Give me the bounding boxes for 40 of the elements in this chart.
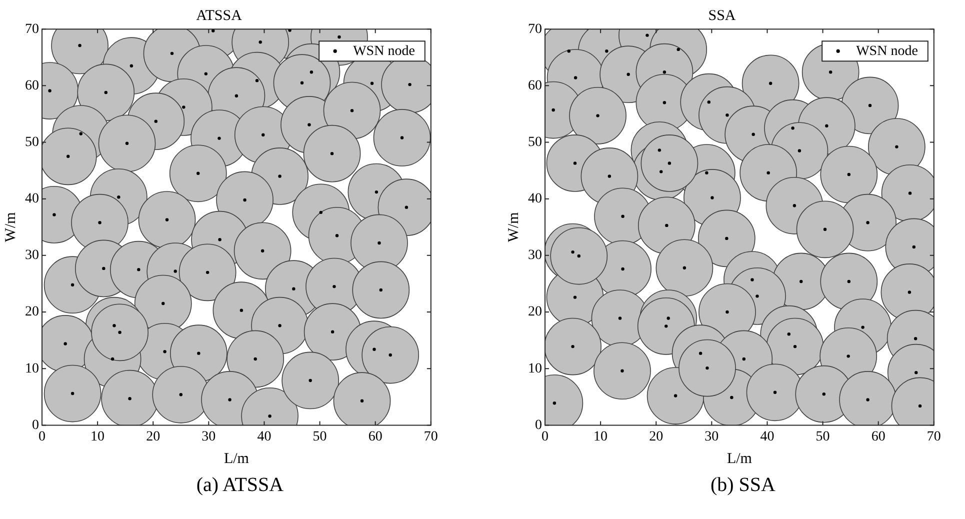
y-tick-label: 60 xyxy=(25,78,39,94)
x-tick-label: 10 xyxy=(594,429,608,444)
y-tick-label: 20 xyxy=(25,304,39,320)
y-tick-label: 70 xyxy=(528,22,542,37)
y-tick-label: 30 xyxy=(25,248,39,264)
x-tick-label: 10 xyxy=(90,429,105,444)
text: (b) SSA xyxy=(709,474,776,497)
legend-label: WSN node xyxy=(353,44,415,59)
y-axis-title: W/m xyxy=(506,212,522,242)
x-tick-label: 20 xyxy=(649,429,664,444)
y-tick-label: 50 xyxy=(528,134,542,150)
y-tick-label: 0 xyxy=(535,418,542,433)
x-tick-label: 40 xyxy=(257,429,272,444)
y-tick-label: 40 xyxy=(25,192,39,207)
x-tick-label: 50 xyxy=(312,429,327,444)
chart-title: SSA xyxy=(708,8,736,24)
x-tick-label: 70 xyxy=(926,429,941,444)
x-tick-label: 40 xyxy=(760,429,774,444)
x-tick-label: 20 xyxy=(146,429,160,444)
x-tick-label: 60 xyxy=(368,429,382,444)
x-axis-title: L/m xyxy=(224,450,250,467)
text: (a) ATSSA xyxy=(195,474,285,497)
x-tick-label: 50 xyxy=(816,429,830,444)
y-tick-label: 10 xyxy=(528,361,542,376)
y-tick-label: 20 xyxy=(528,304,542,320)
y-tick-label: 0 xyxy=(32,418,39,433)
y-axis-title: W/m xyxy=(2,212,19,242)
y-tick-label: 40 xyxy=(528,192,542,207)
y-tick-label: 60 xyxy=(528,78,542,94)
legend-label: WSN node xyxy=(856,44,918,59)
x-axis-title: L/m xyxy=(726,450,752,467)
y-tick-label: 30 xyxy=(528,248,542,264)
y-tick-label: 10 xyxy=(25,361,39,376)
x-tick-label: 30 xyxy=(202,429,216,444)
y-tick-label: 70 xyxy=(25,22,39,37)
x-tick-label: 70 xyxy=(424,429,438,444)
chart-title: ATSSA xyxy=(196,8,242,24)
y-tick-label: 50 xyxy=(25,134,39,150)
x-tick-label: 60 xyxy=(871,429,886,444)
x-tick-label: 30 xyxy=(704,429,719,444)
